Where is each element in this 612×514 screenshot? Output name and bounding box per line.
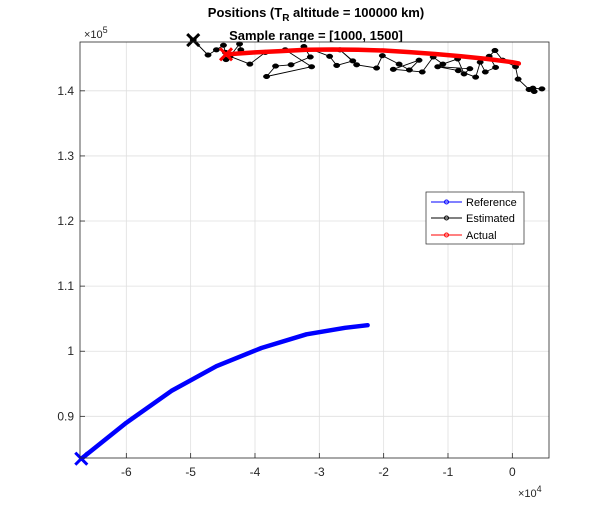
data-point-estimated bbox=[389, 66, 397, 72]
data-point-estimated bbox=[246, 61, 254, 67]
data-point-estimated bbox=[439, 61, 447, 67]
x-tick-label: -6 bbox=[121, 465, 132, 479]
data-point-estimated bbox=[491, 47, 499, 54]
x-tick-label: -5 bbox=[185, 465, 196, 479]
y-tick-label: 1 bbox=[67, 344, 74, 358]
x-tick-label: -1 bbox=[443, 465, 454, 479]
plot-area bbox=[80, 42, 549, 458]
chart-title-line2: Sample range = [1000, 1500] bbox=[229, 28, 403, 43]
legend-item-reference: Reference bbox=[431, 197, 517, 209]
data-point-estimated bbox=[306, 54, 314, 60]
data-point-estimated bbox=[529, 85, 537, 91]
x-tick-label: -2 bbox=[378, 465, 389, 479]
y-axis-exponent: ×105 bbox=[84, 25, 108, 41]
data-point-estimated bbox=[272, 63, 280, 69]
chart-title-line1: Positions (TR altitude = 100000 km) bbox=[208, 5, 424, 24]
data-point-estimated bbox=[326, 53, 334, 59]
series-line-actual bbox=[223, 47, 522, 66]
legend-item-actual: Actual bbox=[431, 230, 497, 242]
y-tick-label: 1.4 bbox=[57, 84, 74, 98]
data-point-estimated bbox=[514, 76, 522, 82]
data-series bbox=[74, 32, 546, 466]
x-tick-label: 0 bbox=[509, 465, 516, 479]
data-point-estimated bbox=[460, 71, 468, 77]
data-point-estimated bbox=[212, 47, 220, 53]
data-point-estimated bbox=[418, 69, 426, 75]
y-tick-label: 0.9 bbox=[57, 409, 74, 423]
data-point-estimated bbox=[434, 64, 442, 70]
data-point-estimated bbox=[395, 61, 403, 67]
legend-label-actual: Actual bbox=[466, 230, 497, 242]
data-point-estimated bbox=[204, 52, 212, 58]
plot-box bbox=[79, 41, 550, 459]
data-point-estimated bbox=[349, 58, 357, 64]
x-tick-label: -3 bbox=[314, 465, 325, 479]
start-marker-estimated bbox=[186, 32, 201, 48]
legend-marker-reference bbox=[444, 199, 449, 205]
y-tick-label: 1.3 bbox=[57, 149, 74, 163]
y-tick-label: 1.2 bbox=[57, 214, 74, 228]
x-axis-exponent: ×104 bbox=[518, 484, 542, 500]
data-point-estimated bbox=[415, 57, 423, 63]
y-tick-label: 1.1 bbox=[57, 279, 74, 293]
legend-label-reference: Reference bbox=[466, 197, 517, 209]
data-point-estimated bbox=[353, 62, 361, 68]
legend-marker-actual bbox=[444, 232, 449, 238]
legend-marker-estimated bbox=[444, 215, 449, 221]
data-point-estimated bbox=[454, 68, 462, 74]
start-marker-reference bbox=[74, 451, 89, 466]
data-point-estimated bbox=[220, 42, 227, 48]
data-point-estimated bbox=[538, 86, 546, 92]
data-point-estimated bbox=[333, 62, 341, 68]
data-point-estimated bbox=[263, 73, 271, 80]
data-point-estimated bbox=[373, 65, 381, 71]
legend: Reference Estimated Actual bbox=[425, 191, 525, 245]
legend-item-estimated: Estimated bbox=[431, 213, 515, 225]
series-line-reference bbox=[79, 322, 370, 461]
data-point-estimated bbox=[405, 67, 413, 73]
data-point-estimated bbox=[378, 53, 386, 59]
data-point-estimated bbox=[472, 74, 480, 80]
legend-label-estimated: Estimated bbox=[466, 213, 515, 225]
axes: -6 -5 -4 -3 -2 -1 0 0.9 1 1.1 1.2 1.3 1.4 bbox=[57, 84, 516, 479]
data-point-estimated bbox=[287, 62, 295, 68]
x-tick-label: -4 bbox=[250, 465, 261, 479]
data-point-estimated bbox=[308, 64, 316, 70]
data-point-estimated bbox=[466, 66, 474, 72]
data-point-estimated bbox=[492, 64, 500, 70]
start-marker-actual bbox=[218, 47, 234, 62]
data-point-estimated bbox=[481, 69, 489, 75]
